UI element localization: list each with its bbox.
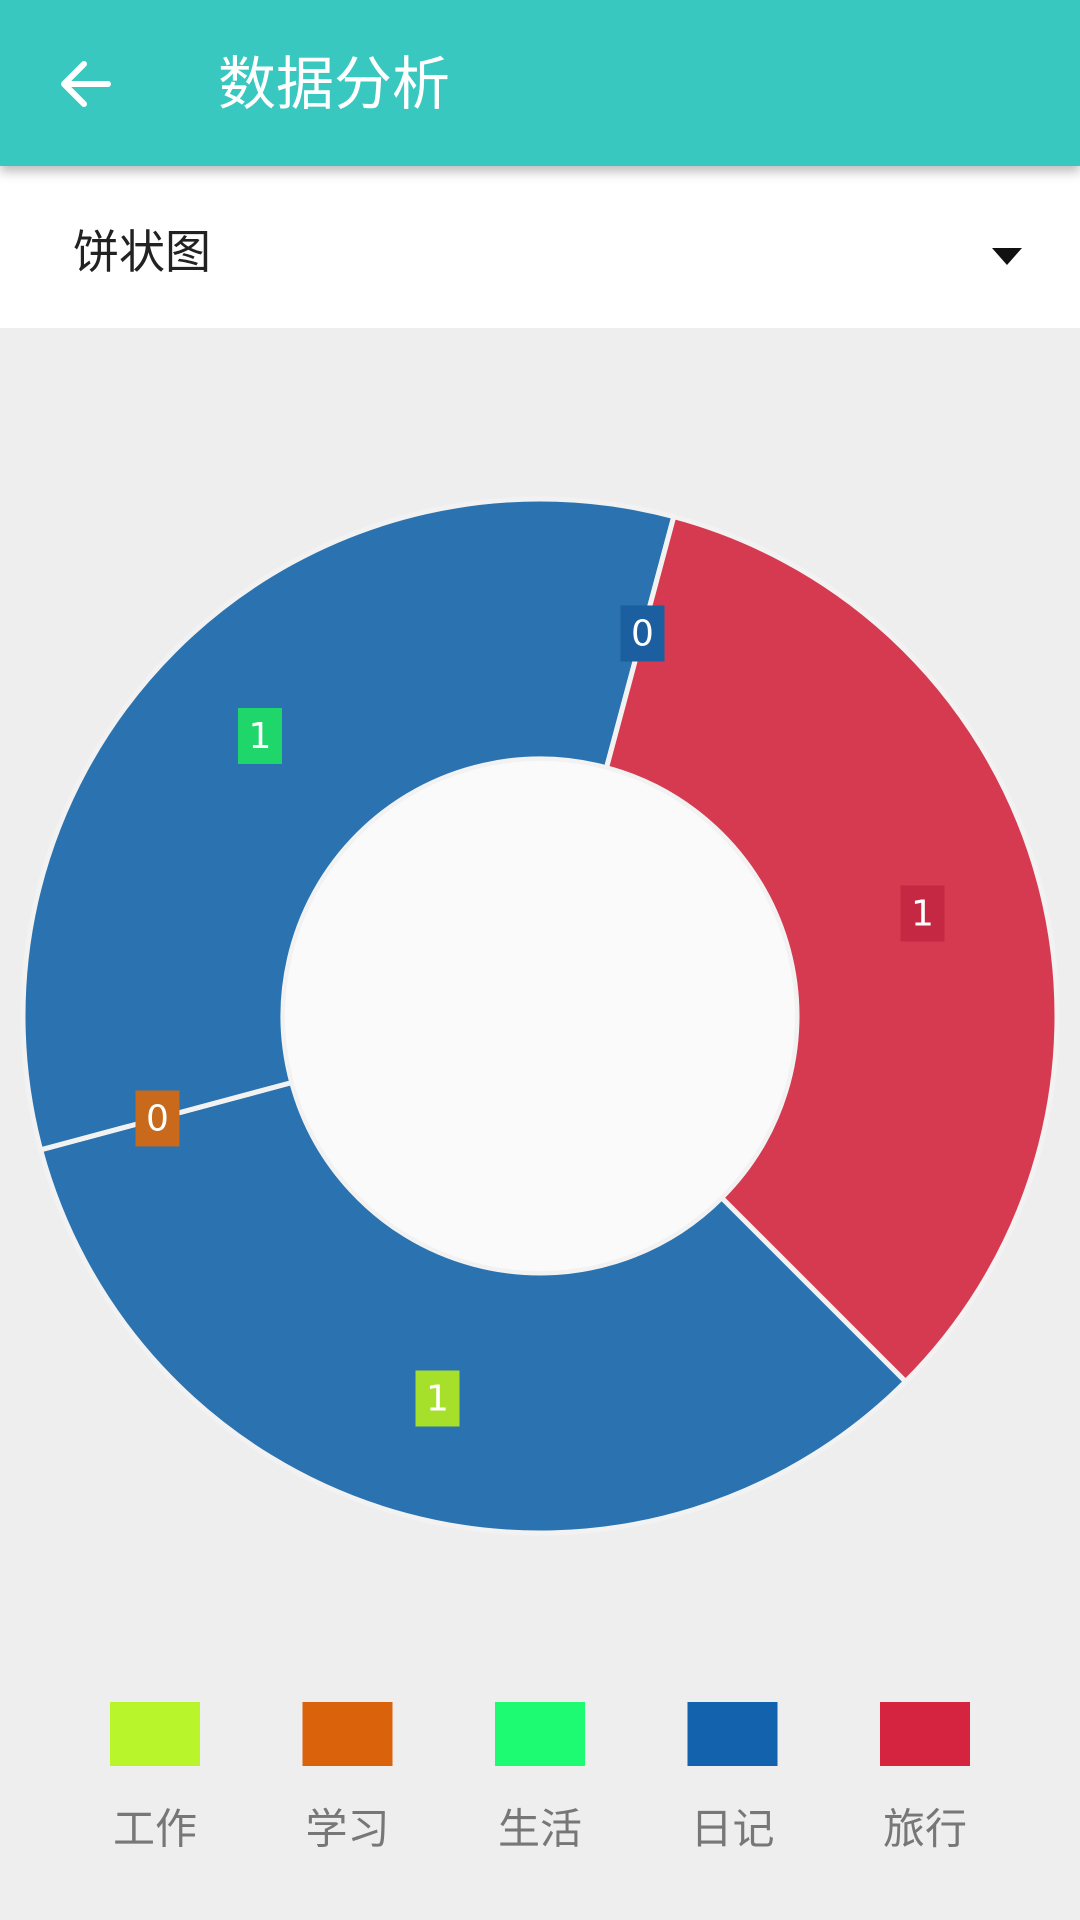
legend-label: 日记 (690, 1805, 774, 1854)
legend-swatch (110, 1702, 200, 1766)
value-label-box (900, 885, 945, 942)
donut-slice (20, 496, 677, 1153)
value-label: 1 (249, 716, 272, 757)
donut-slice (37, 1079, 910, 1536)
chart-type-selector[interactable]: 饼状图 (0, 166, 1080, 328)
app-bar: 数据分析 (0, 0, 1080, 166)
donut-hole (285, 761, 795, 1271)
selector-label: 饼状图 (73, 225, 211, 279)
legend-label: 旅行 (883, 1805, 967, 1854)
back-button[interactable] (56, 56, 112, 112)
legend-swatch (302, 1702, 393, 1766)
value-label-box (237, 707, 282, 764)
legend-swatch (495, 1702, 585, 1766)
legend-swatch (880, 1702, 970, 1766)
page-title: 数据分析 (218, 50, 451, 118)
legend-label: 工作 (113, 1805, 197, 1854)
value-label: 0 (146, 1098, 169, 1139)
value-label: 1 (426, 1379, 449, 1420)
legend-label: 生活 (498, 1805, 582, 1854)
legend-swatch (687, 1702, 778, 1766)
value-label: 1 (911, 894, 934, 935)
donut-slice (603, 513, 1060, 1386)
value-label: 0 (631, 613, 654, 654)
value-label-box (620, 605, 665, 662)
dropdown-arrow (992, 248, 1022, 265)
value-label-box (135, 1090, 180, 1147)
chart: 1 0 1 0 1 工作 学习 生活 日记 旅行 (20, 496, 1060, 1854)
legend-label: 学习 (305, 1805, 389, 1854)
value-label-box (415, 1370, 460, 1427)
